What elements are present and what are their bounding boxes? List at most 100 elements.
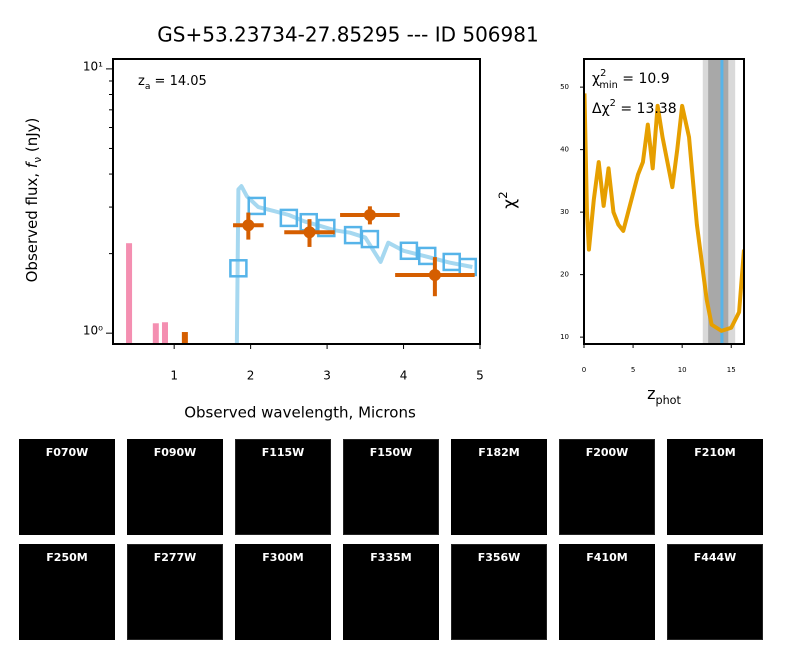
redshift-annotation-part: = 14.05 <box>150 74 206 89</box>
cutout: F210M <box>667 439 763 535</box>
cutout: F182M <box>451 439 547 535</box>
model-photometry <box>229 259 248 278</box>
cutout: F277W <box>127 544 223 640</box>
filter-label: F200W <box>586 446 629 459</box>
model-photometry <box>279 208 299 228</box>
photometry-point <box>303 226 316 239</box>
filter-label: F356W <box>478 551 521 564</box>
redshift-annotation-part: z <box>138 74 145 89</box>
x-tick-label: 10 <box>678 366 687 374</box>
y-axis-label-part: f <box>23 160 41 168</box>
redshift-annotation-part: a <box>145 82 151 92</box>
filter-label: F410M <box>586 551 627 564</box>
cutout: F090W <box>127 439 223 535</box>
upper-limit-bar <box>152 323 159 344</box>
filter-label: F150W <box>370 446 413 459</box>
y-axis-label: Observed flux, fν (nJy) <box>23 118 45 283</box>
x-axis-label-part: phot <box>655 394 681 407</box>
photometry-point <box>363 208 376 221</box>
cutout: F250M <box>19 544 115 640</box>
x-axis-label-part: z <box>647 384 655 403</box>
photometry-point <box>428 269 441 282</box>
y-axis-label-part: ν <box>32 157 44 163</box>
chi2-plot-area <box>584 59 744 344</box>
x-axis-label: Observed wavelength, Microns <box>184 404 416 422</box>
plot-frame <box>583 58 745 345</box>
chi2-annotation: χ2 min = 10.9 <box>592 68 670 91</box>
cutout-background <box>235 544 331 640</box>
confidence-band <box>708 59 729 344</box>
cutout: F070W <box>19 439 115 535</box>
model-photometry <box>317 218 336 238</box>
chi2-annotation-part: 2 <box>610 98 616 109</box>
model-photometry <box>247 196 266 216</box>
y-axis-label-part: 2 <box>496 191 510 199</box>
cutout: F300M <box>235 544 331 640</box>
cutout-noise <box>560 440 654 534</box>
cutout: F444W <box>667 544 763 640</box>
filter-label: F115W <box>262 446 305 459</box>
x-tick-label: 2 <box>247 369 255 383</box>
redshift-annotation: za = 14.05 <box>138 74 207 92</box>
model-photometry <box>399 241 419 261</box>
sed-plot-area <box>126 184 478 344</box>
chi2-annotation-part: = 13.38 <box>616 101 677 117</box>
chi2-curve <box>584 93 744 333</box>
photometry-point <box>242 219 255 232</box>
cutout-noise <box>452 545 546 639</box>
upper-limit-bar <box>161 322 168 344</box>
x-tick-label: 4 <box>400 369 408 383</box>
upper-limit-bar <box>181 332 188 344</box>
y-axis-label: χ2 <box>496 191 521 208</box>
x-tick-label: 3 <box>323 369 331 383</box>
chi2-annotation-part: Δχ <box>592 101 610 117</box>
chi2-annotation-part: χ <box>592 71 600 87</box>
x-axis-label: zphot <box>647 384 681 407</box>
y-tick-label: 10⁰ <box>83 324 103 338</box>
cutout-background <box>667 439 763 535</box>
y-tick-label: 30 <box>560 208 569 216</box>
upper-limit-bar <box>126 243 133 344</box>
filter-label: F070W <box>46 446 89 459</box>
cutout-noise <box>344 440 438 534</box>
cutout: F356W <box>451 544 547 640</box>
x-tick-label: 5 <box>476 369 484 383</box>
cutout: F335M <box>343 544 439 640</box>
y-axis-label-part: (nJy) <box>23 118 41 157</box>
y-tick-label: 50 <box>560 83 569 91</box>
model-photometry <box>360 229 380 249</box>
x-tick-label: 0 <box>582 366 586 374</box>
filter-label: F182M <box>478 446 519 459</box>
filter-label: F444W <box>694 551 737 564</box>
chi2-annotation-part: min <box>599 80 617 91</box>
y-tick-label: 10¹ <box>83 59 103 73</box>
filter-label: F250M <box>46 551 87 564</box>
x-tick-label: 15 <box>727 366 736 374</box>
cutout-noise <box>128 545 222 639</box>
x-tick-label: 1 <box>170 369 178 383</box>
plot-frame <box>112 58 481 345</box>
cutout-background <box>19 544 115 640</box>
chi2-annotation-part: 2 <box>600 68 606 79</box>
cutout-background <box>343 544 439 640</box>
y-tick-label: 40 <box>560 146 569 154</box>
y-axis-label-part: χ <box>500 199 520 209</box>
cutout: F150W <box>343 439 439 535</box>
model-line <box>234 184 473 344</box>
chi2-annotation-part: = 10.9 <box>618 71 670 87</box>
filter-label: F335M <box>370 551 411 564</box>
model-photometry <box>417 246 437 266</box>
cutout: F200W <box>559 439 655 535</box>
cutout: F410M <box>559 544 655 640</box>
x-tick-label: 5 <box>631 366 635 374</box>
filter-label: F090W <box>154 446 197 459</box>
cutout-noise <box>668 545 762 639</box>
cutout-background <box>127 439 223 535</box>
filter-label: F277W <box>154 551 197 564</box>
cutout-background <box>19 439 115 535</box>
figure-title: GS+53.23734-27.85295 --- ID 506981 <box>157 23 538 47</box>
y-axis-label-part: Observed flux, <box>23 168 41 282</box>
y-tick-label: 10 <box>560 333 569 341</box>
